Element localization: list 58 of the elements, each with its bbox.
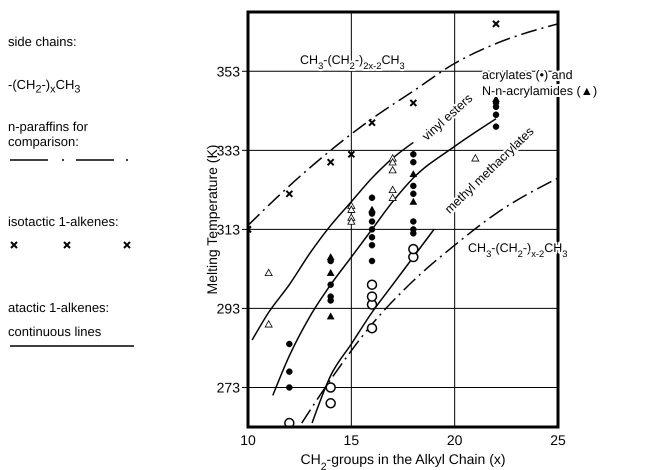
point [388, 158, 397, 166]
y-tick-label: 293 [216, 300, 240, 316]
point [410, 170, 418, 178]
x-tick-label: 20 [446, 432, 463, 448]
text: isotactic 1-alkenes: [8, 214, 120, 229]
point [388, 194, 397, 201]
text: atactic 1-alkenes: [8, 300, 110, 315]
point [325, 382, 336, 393]
x-tick-label: 10 [240, 432, 256, 448]
point [284, 418, 295, 427]
point [410, 198, 418, 205]
point [408, 244, 419, 254]
point [368, 226, 376, 233]
text: n-paraffins for comparison: [8, 119, 89, 149]
point [368, 258, 376, 264]
point [368, 218, 376, 225]
point [347, 150, 356, 158]
point [285, 190, 294, 198]
point [264, 320, 273, 328]
point [326, 312, 334, 320]
point [326, 158, 335, 166]
point [327, 281, 334, 288]
text: side chains: [8, 34, 78, 49]
point [368, 118, 376, 127]
point [368, 234, 376, 241]
x-tick-label: 15 [344, 432, 360, 448]
point [368, 242, 376, 248]
point [366, 291, 378, 302]
point [409, 98, 418, 107]
point [368, 206, 376, 213]
point [368, 194, 376, 202]
y-tick-label: 353 [216, 63, 240, 80]
point [492, 112, 500, 118]
text: -(CH$_{2}$-)$_{x}$CH$_{3}$ [8, 77, 82, 98]
point [326, 253, 334, 260]
point [326, 269, 334, 276]
point [325, 398, 336, 409]
point [410, 230, 417, 237]
y-tick-label: 273 [216, 379, 240, 396]
point [347, 218, 356, 225]
point [410, 218, 417, 225]
point [286, 384, 293, 391]
point [410, 182, 417, 190]
point [410, 158, 417, 166]
point [388, 186, 397, 194]
point [388, 166, 397, 174]
point [492, 20, 500, 28]
point [410, 190, 417, 198]
text: continuous lines [8, 324, 102, 339]
point [366, 279, 378, 290]
x-tick-label: 25 [550, 432, 566, 448]
point [347, 206, 356, 213]
point [264, 268, 273, 276]
point [366, 322, 378, 334]
point [410, 151, 417, 158]
point [286, 340, 293, 348]
x-axis-title: CH$_{2}$-groups in the Alkyl Chain (x) [300, 451, 506, 470]
point [286, 368, 293, 375]
